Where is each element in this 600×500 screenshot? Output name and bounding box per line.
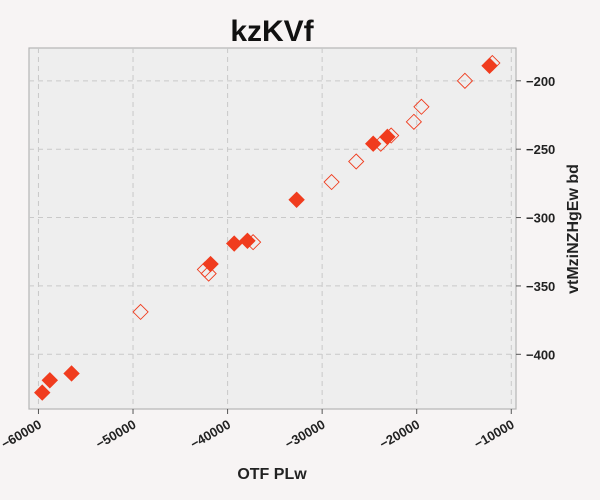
open-diamond-point <box>372 135 389 152</box>
open-diamond-point <box>244 234 262 251</box>
grid-lines <box>29 48 516 409</box>
y-axis-label: vtMziNZHgEw bd <box>565 164 582 294</box>
filled-diamond-point <box>34 384 51 401</box>
x-tick-label: −50000 <box>93 417 138 452</box>
filled-diamond-point <box>288 191 305 208</box>
x-tick-label: −10000 <box>471 417 516 452</box>
y-tick-label: −350 <box>526 279 555 294</box>
x-tick-label: −30000 <box>282 417 327 452</box>
x-tick-label: −40000 <box>188 417 233 452</box>
y-tick-label: −200 <box>526 74 555 89</box>
filled-diamond-point <box>225 235 243 252</box>
x-axis: −60000 −50000 −40000 −30000 −20000 −10000 <box>0 409 517 451</box>
x-tick-label: −60000 <box>0 417 44 452</box>
open-diamond-point <box>405 113 423 130</box>
data-points <box>34 54 501 401</box>
y-axis: −200 −250 −300 −350 −400 <box>516 74 555 362</box>
chart-title: kzKVf <box>230 15 314 48</box>
y-tick-label: −250 <box>526 142 555 157</box>
open-diamond-point <box>323 173 340 191</box>
open-diamond-point <box>348 153 365 170</box>
open-diamond-point <box>484 54 501 72</box>
y-tick-label: −300 <box>526 211 555 226</box>
open-diamond-point <box>413 98 430 115</box>
plot-area <box>28 47 517 410</box>
open-diamond-point <box>383 127 400 144</box>
x-tick-label: −20000 <box>377 417 422 452</box>
open-diamond-point <box>200 265 217 282</box>
y-tick-label: −400 <box>526 347 555 362</box>
open-diamond-point <box>132 303 149 321</box>
filled-diamond-point <box>63 365 80 382</box>
filled-diamond-point <box>41 372 59 389</box>
open-diamond-point <box>456 72 474 89</box>
x-axis-label: OTF PLw <box>237 466 307 483</box>
